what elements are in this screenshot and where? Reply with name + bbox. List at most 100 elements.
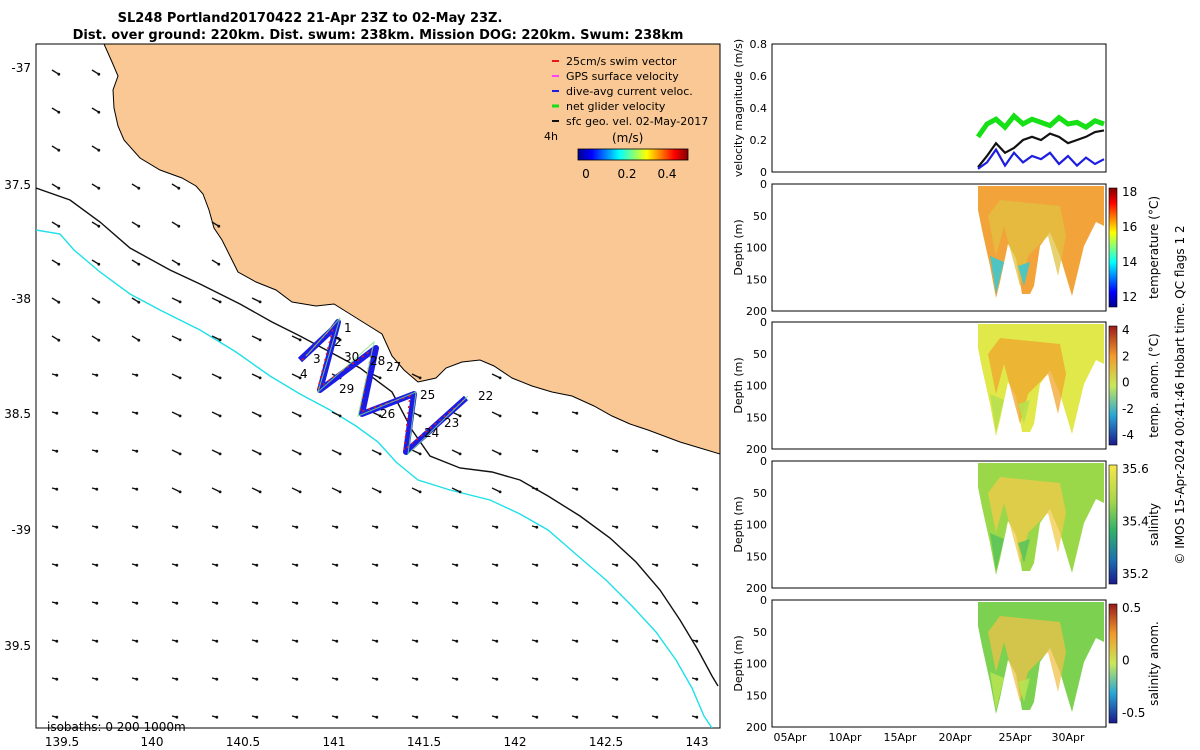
section-data: [990, 394, 1030, 432]
colorbar-label: temperature (°C): [1147, 196, 1161, 299]
velocity-arrowhead: [575, 487, 579, 491]
velocity-arrowhead: [575, 525, 579, 529]
colorbar-units: (m/s): [612, 131, 643, 145]
velocity-arrowhead: [215, 563, 219, 567]
velocity-arrowhead: [338, 452, 342, 456]
speed-colorbar: [577, 148, 689, 161]
velocity-arrowhead: [498, 376, 502, 380]
velocity-arrowhead: [375, 677, 379, 681]
lon-tick: 141.5: [407, 735, 441, 749]
velocity-arrowhead: [335, 639, 339, 643]
colorbar-tick: 35.6: [1122, 462, 1149, 476]
velocity-arrowhead: [97, 186, 101, 190]
velocity-arrow: [491, 411, 501, 417]
velocity-arrow: [251, 335, 261, 341]
velocity-arrowhead: [298, 338, 302, 342]
velocity-arrowhead: [615, 677, 619, 681]
velocity-arrow: [211, 373, 221, 379]
velocity-arrowhead: [95, 563, 99, 567]
velocity-arrowhead: [298, 414, 302, 418]
colorbar-tick: 0: [1122, 654, 1130, 668]
velocity-arrowhead: [177, 186, 181, 190]
velocity-arrowhead: [175, 601, 179, 605]
section-data: [988, 338, 1066, 424]
velocity-arrow: [451, 487, 461, 493]
velocity-arrowhead: [655, 449, 659, 453]
velocity-arrowhead: [135, 639, 139, 643]
velocity-arrowhead: [535, 639, 539, 643]
waypoint-labels: 1 2 3 4 30 29 28 27 26 25 24 23 22: [300, 321, 493, 440]
waypoint-label: 3: [313, 352, 321, 366]
time-tick: 15Apr: [883, 731, 917, 744]
velocity-arrowhead: [295, 563, 299, 567]
velocity-arrowhead: [175, 715, 179, 719]
waypoint-label: 23: [444, 416, 459, 430]
colorbar-tick: 0.5: [1122, 601, 1141, 615]
velocity-arrowhead: [335, 563, 339, 567]
velocity-arrowhead: [135, 525, 139, 529]
velocity-arrowhead: [455, 715, 459, 719]
velocity-arrowhead: [177, 262, 181, 266]
velocity-arrowhead: [255, 639, 259, 643]
velocity-arrow: [491, 373, 501, 379]
velocity-arrowhead: [258, 490, 262, 494]
velocity-arrowhead: [135, 563, 139, 567]
velocity-arrowhead: [418, 452, 422, 456]
velocity-ytick: 0: [760, 166, 767, 179]
depth-tick: 0: [760, 594, 767, 607]
velocity-arrow: [211, 449, 221, 455]
lat-tick: 38.5: [4, 407, 31, 421]
section-colorbar: [1108, 603, 1118, 724]
velocity-arrow: [251, 411, 261, 417]
time-tick: 10Apr: [828, 731, 862, 744]
velocity-arrowhead: [695, 487, 699, 491]
velocity-arrow: [171, 373, 181, 379]
time-tick: 25Apr: [998, 731, 1032, 744]
depth-tick: 0: [760, 316, 767, 329]
depth-tick: 0: [760, 455, 767, 468]
velocity-arrowhead: [695, 525, 699, 529]
velocity-arrowhead: [137, 224, 141, 228]
velocity-arrowhead: [535, 601, 539, 605]
velocity-arrowhead: [295, 525, 299, 529]
velocity-arrowhead: [97, 338, 101, 342]
colorbar-label: salinity anom.: [1147, 621, 1161, 706]
velocity-arrowhead: [495, 639, 499, 643]
velocity-arrowhead: [258, 414, 262, 418]
velocity-arrowhead: [295, 677, 299, 681]
velocity-arrowhead: [695, 639, 699, 643]
legend-label: dive-avg current veloc.: [566, 85, 693, 98]
depth-tick: 100: [746, 658, 767, 671]
depth-tick: 150: [746, 550, 767, 563]
velocity-arrow: [291, 487, 301, 493]
lon-tick: 142: [504, 735, 527, 749]
velocity-arrowhead: [535, 449, 539, 453]
velocity-arrowhead: [378, 452, 382, 456]
velocity-arrowhead: [535, 525, 539, 529]
velocity-arrowhead: [57, 110, 61, 114]
velocity-arrow: [411, 487, 421, 493]
velocity-arrowhead: [378, 376, 382, 380]
velocity-arrowhead: [218, 414, 222, 418]
land: [103, 44, 720, 455]
velocity-arrow: [331, 449, 341, 455]
velocity-arrowhead: [95, 449, 99, 453]
velocity-arrowhead: [97, 300, 101, 304]
velocity-arrowhead: [217, 224, 221, 228]
colorbar-tick: 4: [1122, 323, 1130, 337]
velocity-arrowhead: [295, 715, 299, 719]
velocity-arrowhead: [137, 338, 141, 342]
velocity-arrowhead: [535, 411, 539, 415]
velocity-arrow: [251, 449, 261, 455]
footer-credit: © IMOS 15-Apr-2024 00:41:46 Hobart time.…: [1173, 225, 1187, 564]
velocity-arrowhead: [615, 715, 619, 719]
depth-tick: 100: [746, 242, 767, 255]
velocity-arrow: [291, 335, 301, 341]
velocity-arrow: [251, 297, 261, 303]
velocity-arrowhead: [55, 677, 59, 681]
velocity-arrowhead: [55, 487, 59, 491]
velocity-arrowhead: [295, 639, 299, 643]
velocity-arrowhead: [375, 639, 379, 643]
velocity-arrowhead: [695, 601, 699, 605]
